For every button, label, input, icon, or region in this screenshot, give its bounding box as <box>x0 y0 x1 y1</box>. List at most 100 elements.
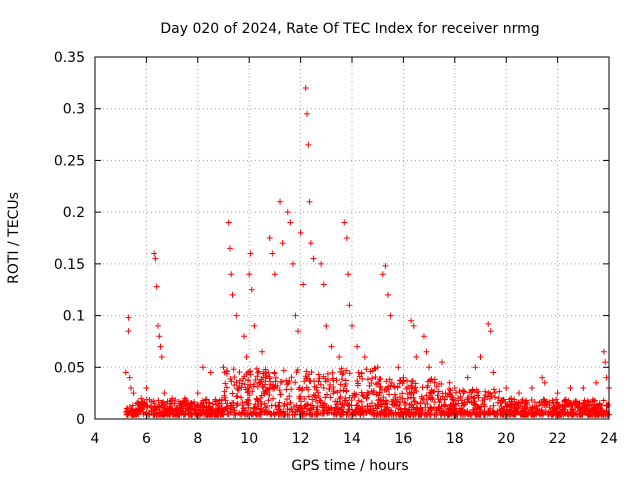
data-point <box>472 364 479 371</box>
data-point <box>310 255 317 262</box>
data-point <box>138 395 145 402</box>
data-point <box>143 384 150 391</box>
x-axis: 4 6 8 10 12 14 16 18 20 22 24 <box>91 57 618 447</box>
data-point <box>382 262 389 269</box>
data-point <box>395 364 402 371</box>
data-point <box>602 359 609 366</box>
data-point <box>152 255 159 262</box>
data-point <box>127 384 134 391</box>
data-point <box>284 209 291 216</box>
x-tick-label: 4 <box>91 431 100 447</box>
y-tick-label: 0.1 <box>63 309 85 325</box>
data-point <box>295 328 302 335</box>
data-point <box>292 312 299 319</box>
data-point <box>600 348 607 355</box>
data-point <box>423 348 430 355</box>
data-point <box>451 384 458 391</box>
data-point <box>374 364 381 371</box>
data-point <box>345 271 352 278</box>
data-point <box>387 312 394 319</box>
data-point <box>229 291 236 298</box>
data-point <box>220 364 227 371</box>
data-point <box>336 353 343 360</box>
data-point <box>305 141 312 148</box>
data-point <box>503 384 510 391</box>
data-point <box>508 395 515 402</box>
data-point <box>199 364 206 371</box>
data-point <box>130 390 137 397</box>
data-point <box>243 353 250 360</box>
data-point <box>247 250 254 257</box>
data-point <box>306 198 313 205</box>
data-point <box>323 322 330 329</box>
data-point <box>349 322 355 329</box>
y-axis: 0 0.05 0.1 0.15 0.2 0.25 0.3 0.35 <box>54 50 609 428</box>
data-point <box>490 369 497 376</box>
data-point <box>408 317 415 324</box>
data-point <box>125 328 132 335</box>
x-tick-label: 12 <box>292 431 310 447</box>
background-points <box>122 365 612 418</box>
data-point <box>297 229 304 236</box>
data-point <box>279 240 286 247</box>
data-point <box>158 353 165 360</box>
data-point <box>156 333 163 340</box>
y-tick-label: 0.15 <box>54 257 85 273</box>
data-point <box>228 271 235 278</box>
x-axis-title: GPS time / hours <box>291 458 408 474</box>
data-point <box>157 343 164 350</box>
data-point <box>169 395 176 402</box>
data-point <box>384 291 391 298</box>
data-point <box>354 343 361 350</box>
data-point <box>539 374 546 381</box>
data-point <box>328 343 335 350</box>
data-point <box>410 322 417 329</box>
data-point <box>302 85 309 92</box>
data-point <box>271 271 278 278</box>
data-point <box>438 359 445 366</box>
data-point <box>413 353 420 360</box>
x-tick-label: 14 <box>343 431 361 447</box>
data-point <box>154 322 161 329</box>
data-point <box>266 235 273 241</box>
data-point <box>477 353 484 360</box>
x-tick-label: 18 <box>446 431 464 447</box>
data-point <box>248 286 255 293</box>
data-point <box>226 245 233 252</box>
y-axis-title: ROTI / TECUs <box>6 192 22 284</box>
data-point <box>487 328 494 335</box>
data-point <box>343 235 350 241</box>
data-point <box>580 384 587 391</box>
data-points <box>122 85 612 402</box>
data-point <box>420 333 427 340</box>
data-point <box>151 250 158 257</box>
data-point <box>554 390 561 397</box>
data-point <box>207 369 214 376</box>
y-tick-label: 0.2 <box>63 205 85 221</box>
data-point <box>567 384 574 391</box>
y-tick-label: 0.3 <box>63 102 85 118</box>
data-point <box>603 374 610 381</box>
data-point <box>125 314 132 321</box>
data-point <box>341 219 348 226</box>
data-point <box>161 390 168 397</box>
data-point <box>541 379 548 386</box>
data-point <box>426 364 433 371</box>
data-point <box>516 390 523 397</box>
chart-title: Day 020 of 2024, Rate Of TEC Index for r… <box>160 21 539 37</box>
x-tick-label: 20 <box>497 431 515 447</box>
data-point <box>304 110 311 117</box>
x-tick-label: 10 <box>240 431 258 447</box>
data-point <box>277 198 284 205</box>
data-point <box>181 395 188 402</box>
data-point <box>289 260 296 267</box>
x-tick-label: 16 <box>394 431 412 447</box>
data-point <box>320 281 327 288</box>
grid-lines <box>95 57 609 419</box>
y-tick-label: 0.35 <box>54 50 85 66</box>
data-point <box>287 219 294 226</box>
y-tick-label: 0 <box>76 412 85 428</box>
data-point <box>464 374 471 381</box>
data-point <box>241 333 248 340</box>
